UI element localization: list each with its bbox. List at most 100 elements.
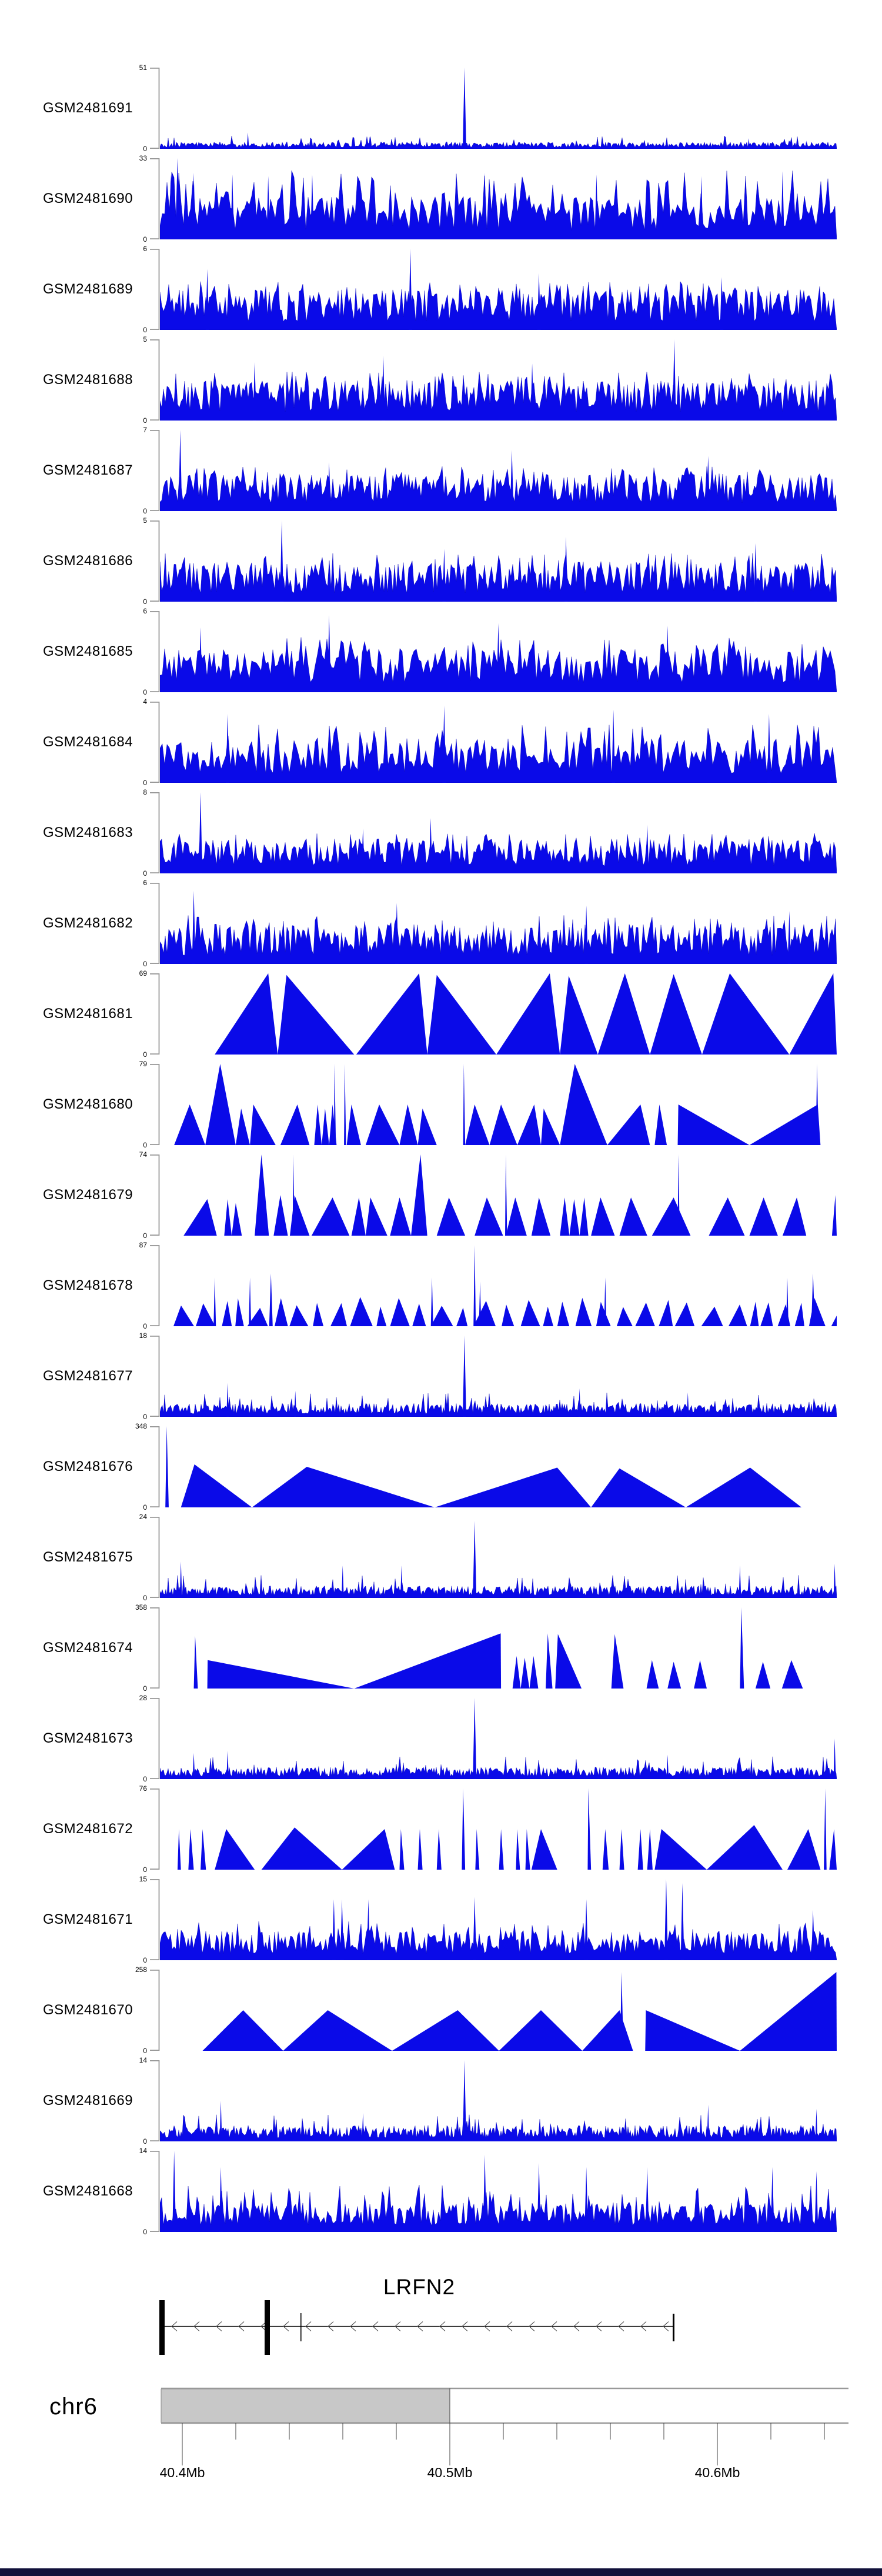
track-y-axis	[150, 1517, 160, 1598]
track-signal-area	[160, 1336, 837, 1417]
track-signal-area	[174, 1064, 821, 1145]
track-yzero-label: 0	[143, 688, 147, 696]
track-yzero-label: 0	[143, 507, 147, 515]
track-signal-area	[160, 1520, 837, 1598]
track-label: GSM2481684	[43, 734, 133, 750]
track-row: GSM2481682 6 0	[0, 879, 882, 968]
track-ymax-label: 15	[139, 1875, 147, 1883]
track-signal-area	[173, 1245, 837, 1326]
track-ymax-label: 14	[139, 2056, 147, 2064]
track-row: GSM2481669 14 0	[0, 2056, 882, 2145]
track-signal-area	[215, 973, 837, 1055]
track-ymax-label: 358	[135, 1603, 147, 1611]
track-label: GSM2481669	[43, 2093, 133, 2108]
chromosome-label: chr6	[49, 2394, 98, 2420]
track-yzero-label: 0	[143, 1594, 147, 1602]
track-y-axis	[150, 339, 160, 421]
track-row: GSM2481687 7 0	[0, 426, 882, 515]
track-signal-area	[160, 249, 837, 330]
track-row: GSM2481676 348 0	[0, 1422, 882, 1511]
track-row: GSM2481672 76 0	[0, 1784, 882, 1874]
track-ymax-label: 5	[143, 335, 147, 343]
track-signal-area	[183, 1154, 837, 1236]
track-label: GSM2481687	[43, 462, 133, 478]
track-yzero-label: 0	[143, 2137, 147, 2145]
track-y-axis	[150, 430, 160, 511]
track-yzero-label: 0	[143, 1050, 147, 1059]
track-row: GSM2481671 15 0	[0, 1875, 882, 1964]
track-label: GSM2481672	[43, 1821, 133, 1837]
track-ymax-label: 33	[139, 154, 147, 162]
axis-tick-label: 40.5Mb	[427, 2465, 473, 2480]
track-y-axis	[150, 1607, 160, 1689]
track-signal-area	[160, 2060, 837, 2141]
track-signal-area	[160, 1698, 837, 1779]
track-yzero-label: 0	[143, 235, 147, 243]
track-y-axis	[150, 1154, 160, 1236]
track-yzero-label: 0	[143, 416, 147, 425]
track-ymax-label: 28	[139, 1694, 147, 1702]
track-label: GSM2481674	[43, 1640, 133, 1656]
track-row: GSM2481690 33 0	[0, 154, 882, 243]
track-label: GSM2481680	[43, 1096, 133, 1112]
track-label: GSM2481686	[43, 553, 133, 569]
track-yzero-label: 0	[143, 1866, 147, 1874]
track-y-axis	[150, 2151, 160, 2232]
track-yzero-label: 0	[143, 779, 147, 787]
track-row: GSM2481684 4 0	[0, 698, 882, 787]
track-label: GSM2481681	[43, 1006, 133, 1022]
track-y-axis	[150, 2060, 160, 2141]
track-label: GSM2481690	[43, 191, 133, 206]
track-row: GSM2481675 24 0	[0, 1513, 882, 1602]
track-yzero-label: 0	[143, 1413, 147, 1421]
track-label: GSM2481675	[43, 1549, 133, 1565]
gene-model	[159, 2300, 674, 2355]
track-ymax-label: 87	[139, 1241, 147, 1249]
track-yzero-label: 0	[143, 1956, 147, 1964]
bottom-edge-bar	[0, 2568, 882, 2576]
track-yzero-label: 0	[143, 598, 147, 606]
track-row: GSM2481683 8 0	[0, 788, 882, 877]
track-yzero-label: 0	[143, 145, 147, 153]
track-label: GSM2481668	[43, 2183, 133, 2199]
track-label: GSM2481685	[43, 643, 133, 659]
axis-tick-label: 40.6Mb	[695, 2465, 740, 2480]
track-y-axis	[150, 1336, 160, 1417]
track-signal-area	[193, 1607, 803, 1689]
track-signal-area	[160, 68, 837, 149]
track-y-axis	[150, 68, 160, 149]
track-ymax-label: 51	[139, 64, 147, 72]
track-label: GSM2481682	[43, 915, 133, 931]
track-ymax-label: 14	[139, 2147, 147, 2155]
track-signal-area	[177, 1788, 837, 1870]
track-yzero-label: 0	[143, 2047, 147, 2055]
track-row: GSM2481678 87 0	[0, 1241, 882, 1330]
track-label: GSM2481676	[43, 1459, 133, 1474]
track-y-axis	[150, 883, 160, 964]
track-row: GSM2481668 14 0	[0, 2147, 882, 2236]
track-signal-area	[160, 1879, 837, 1960]
track-row: GSM2481689 6 0	[0, 245, 882, 334]
track-y-axis	[150, 158, 160, 239]
track-yzero-label: 0	[143, 869, 147, 877]
track-row: GSM2481691 51 0	[0, 64, 882, 153]
chromosome-axis: 40.4Mb 40.5Mb 40.6Mb	[160, 2387, 848, 2480]
track-row: GSM2481673 28 0	[0, 1694, 882, 1783]
track-ymax-label: 6	[143, 245, 147, 253]
track-signal-area	[160, 2151, 837, 2232]
track-yzero-label: 0	[143, 1232, 147, 1240]
gene-name-label: LRFN2	[383, 2275, 456, 2299]
track-y-axis	[150, 973, 160, 1055]
track-row: GSM2481674 358 0	[0, 1603, 882, 1693]
track-ymax-label: 24	[139, 1513, 147, 1521]
track-label: GSM2481673	[43, 1730, 133, 1746]
track-label: GSM2481677	[43, 1368, 133, 1384]
track-y-axis	[150, 1698, 160, 1779]
track-ymax-label: 6	[143, 879, 147, 887]
track-signal-area	[160, 890, 837, 964]
track-y-axis	[150, 1788, 160, 1870]
track-yzero-label: 0	[143, 1503, 147, 1511]
track-row: GSM2481688 5 0	[0, 335, 882, 425]
track-ymax-label: 74	[139, 1150, 147, 1159]
track-row: GSM2481680 79 0	[0, 1060, 882, 1149]
